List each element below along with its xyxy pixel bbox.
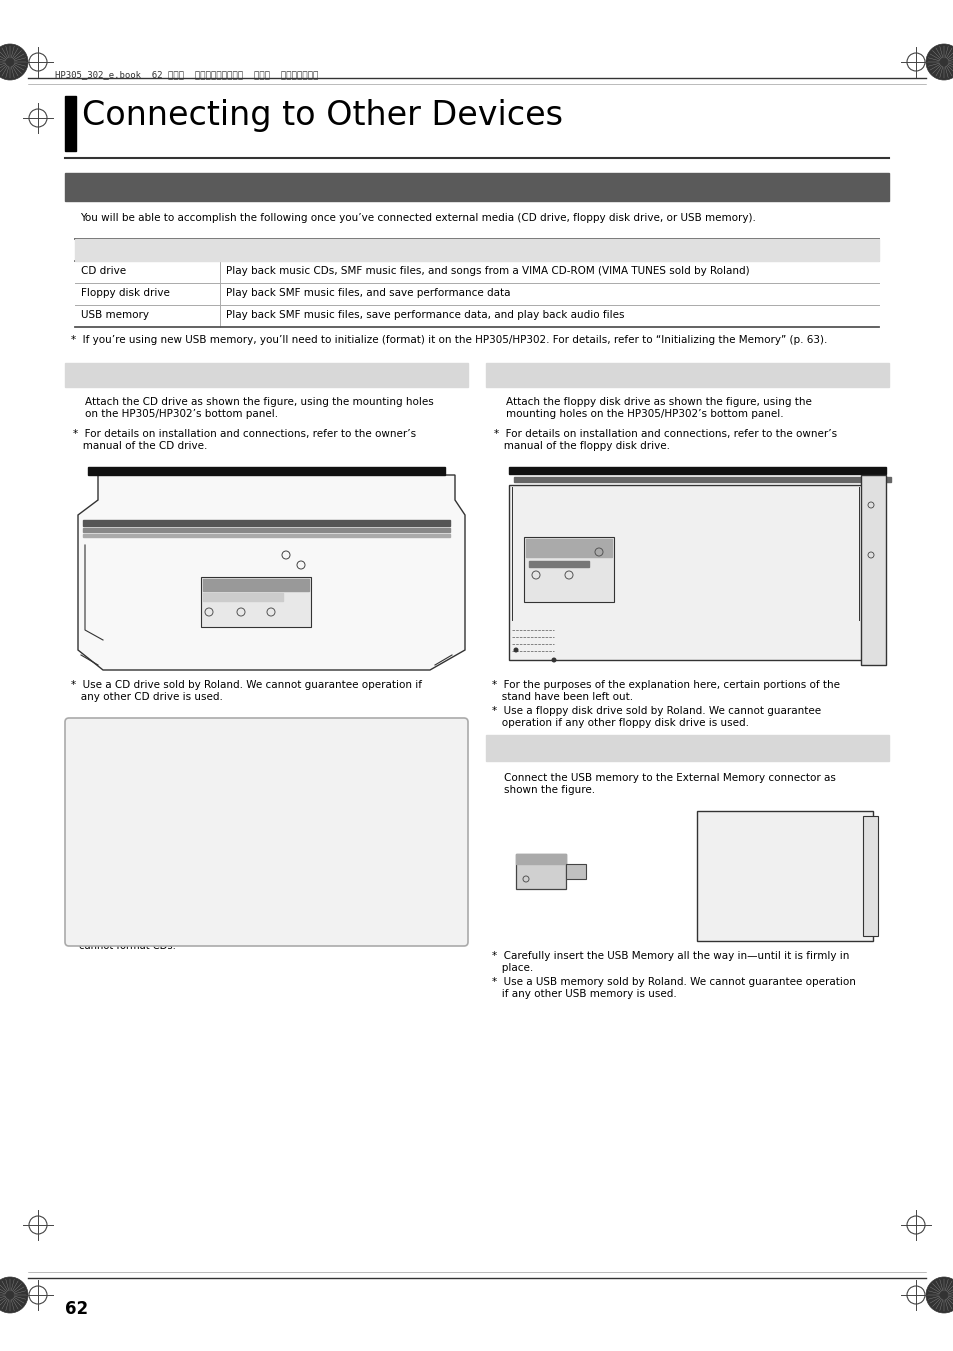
Text: •  For more detailed information on audio discs featuring
copyright protection t: • For more detailed information on audio… — [79, 875, 386, 909]
Bar — [83, 520, 450, 526]
Polygon shape — [78, 476, 464, 670]
Circle shape — [513, 647, 518, 653]
Circle shape — [925, 1277, 953, 1313]
Bar — [65, 363, 468, 386]
Text: Device: Device — [81, 245, 120, 254]
Text: *  Use a floppy disk drive sold by Roland. We cannot guarantee
   operation if a: * Use a floppy disk drive sold by Roland… — [492, 707, 821, 728]
Text: •  You cannot play back CD-R/RW disks to which audio tracks
have been added or C: • You cannot play back CD-R/RW disks to … — [79, 750, 395, 784]
Bar — [83, 528, 450, 532]
Bar — [203, 580, 309, 590]
Bar — [861, 476, 885, 665]
Text: 62: 62 — [65, 1300, 88, 1319]
Text: Connecting a Media: Connecting a Media — [74, 178, 253, 196]
Bar — [485, 735, 888, 761]
Bar — [529, 561, 588, 567]
Text: Play back SMF music files, save performance data, and play back audio files: Play back SMF music files, save performa… — [226, 309, 624, 320]
Bar — [65, 96, 76, 151]
Bar — [523, 536, 614, 603]
Text: You will be able to accomplish the following once you’ve connected external medi: You will be able to accomplish the follo… — [80, 213, 755, 223]
Text: *  Use a USB memory sold by Roland. We cannot guarantee operation
   if any othe: * Use a USB memory sold by Roland. We ca… — [492, 977, 855, 998]
Text: *  If you’re using new USB memory, you’ll need to initialize (format) it on the : * If you’re using new USB memory, you’ll… — [71, 335, 826, 345]
Bar — [697, 811, 872, 942]
Text: *  For the purposes of the explanation here, certain portions of the
   stand ha: * For the purposes of the explanation he… — [492, 680, 840, 701]
Text: •  You cannot save songs and styles to CDs, and you cannot
delete songs or style: • You cannot save songs and styles to CD… — [79, 917, 378, 951]
Bar — [514, 477, 890, 482]
FancyBboxPatch shape — [65, 717, 468, 946]
Text: *  For details on installation and connections, refer to the owner’s
   manual o: * For details on installation and connec… — [73, 430, 416, 451]
Bar — [525, 539, 612, 557]
Bar — [203, 593, 283, 601]
Bar — [862, 816, 877, 936]
Text: Attach the CD drive as shown the figure, using the mounting holes
on the HP305/H: Attach the CD drive as shown the figure,… — [85, 397, 434, 419]
Circle shape — [0, 45, 28, 80]
Text: *  For details on installation and connections, refer to the owner’s
   manual o: * For details on installation and connec… — [494, 430, 836, 451]
Text: Attach the floppy disk drive as shown the figure, using the
mounting holes on th: Attach the floppy disk drive as shown th… — [505, 397, 811, 419]
Bar — [565, 865, 585, 880]
Circle shape — [925, 45, 953, 80]
Text: CD drive: CD drive — [81, 266, 126, 276]
Circle shape — [551, 658, 556, 662]
Bar — [65, 173, 888, 201]
Bar — [516, 854, 565, 865]
Text: Connect the USB memory to the External Memory connector as
shown the figure.: Connect the USB memory to the External M… — [503, 773, 835, 794]
Text: •  The usability and sound quality of audio discs that incorporate
copyright pro: • The usability and sound quality of aud… — [79, 834, 403, 867]
Bar — [509, 467, 885, 474]
Text: Connecting USB Memory: Connecting USB Memory — [494, 739, 717, 757]
Text: HP305_302_e.book  62 ページ  ２０１０年１月５日  火曜日  午後１２時２分: HP305_302_e.book 62 ページ ２０１０年１月５日 火曜日 午後… — [55, 70, 318, 80]
Bar — [485, 363, 888, 386]
Circle shape — [0, 1277, 28, 1313]
Text: USB memory: USB memory — [81, 309, 149, 320]
Text: Installing the Floppy Disk Drive: Installing the Floppy Disk Drive — [494, 367, 753, 385]
Text: Play back SMF music files, and save performance data: Play back SMF music files, and save perf… — [226, 288, 510, 299]
Text: Connecting to Other Devices: Connecting to Other Devices — [82, 99, 562, 132]
Text: •  The HP305/HP302 is capable of playing back only commercial
CDs that conform t: • The HP305/HP302 is capable of playing … — [79, 792, 399, 825]
Text: Precautions Concerning Use of the CD: Precautions Concerning Use of the CD — [79, 731, 316, 740]
Text: Play back music CDs, SMF music files, and songs from a VIMA CD-ROM (VIMA TUNES s: Play back music CDs, SMF music files, an… — [226, 266, 749, 276]
Bar — [516, 854, 565, 889]
Text: What you can do: What you can do — [226, 245, 324, 254]
Bar — [201, 577, 311, 627]
Bar — [88, 467, 444, 476]
Text: Floppy disk drive: Floppy disk drive — [81, 288, 170, 299]
Text: Installing the CD Drive: Installing the CD Drive — [73, 367, 260, 385]
Bar — [75, 239, 878, 261]
Bar — [83, 534, 450, 536]
Text: *  Carefully insert the USB Memory all the way in—until it is firmly in
   place: * Carefully insert the USB Memory all th… — [492, 951, 848, 973]
Text: *  Use a CD drive sold by Roland. We cannot guarantee operation if
   any other : * Use a CD drive sold by Roland. We cann… — [71, 680, 421, 701]
Bar — [509, 485, 880, 661]
